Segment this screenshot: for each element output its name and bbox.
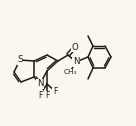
Text: N: N <box>37 80 43 88</box>
Text: F: F <box>38 90 42 100</box>
Text: F: F <box>53 87 57 96</box>
Text: S: S <box>17 55 23 65</box>
Text: O: O <box>72 42 78 52</box>
Text: F: F <box>45 91 49 101</box>
Text: CH₃: CH₃ <box>63 69 77 75</box>
Text: N: N <box>73 57 79 67</box>
